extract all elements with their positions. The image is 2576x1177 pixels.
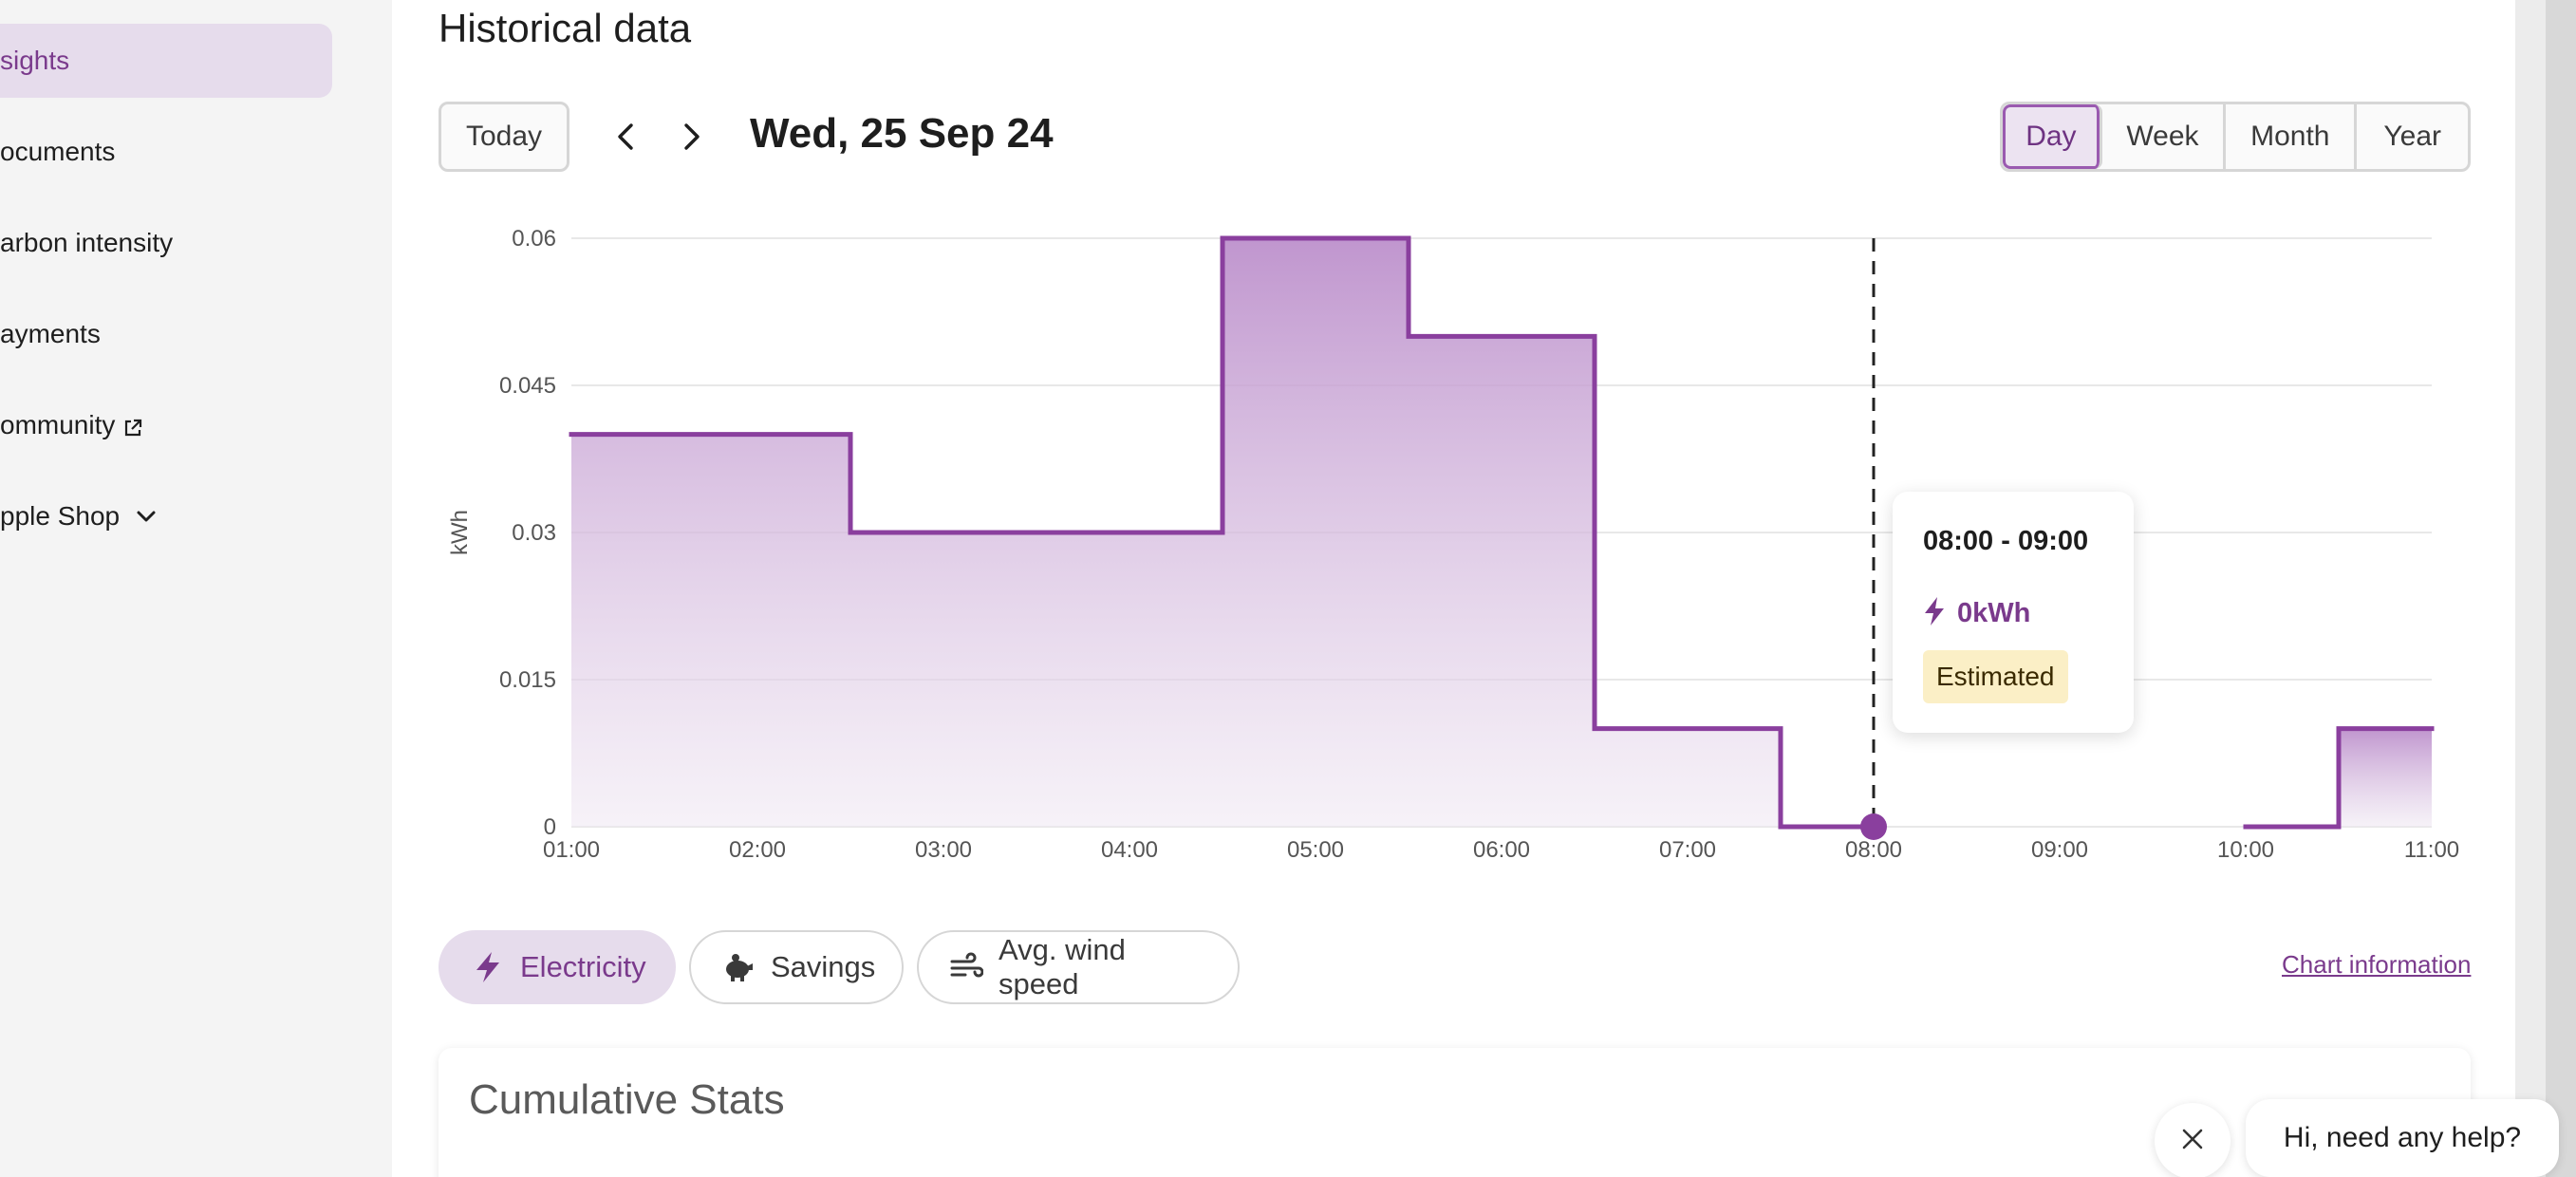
wind-icon: [949, 950, 984, 984]
chart-information-link[interactable]: Chart information: [2282, 950, 2472, 979]
section-title: Historical data: [439, 6, 692, 50]
sidebar-item-payments[interactable]: ayments: [0, 297, 332, 371]
lightning-icon: [1923, 596, 1946, 631]
sidebar-item-label: ocuments: [0, 137, 116, 166]
chart-tooltip: 08:00 - 09:00 0kWh Estimated: [1893, 492, 2134, 733]
x-tick-label: 01:00: [543, 837, 600, 863]
lightning-icon: [471, 950, 505, 984]
hover-point: [1860, 813, 1887, 840]
sidebar-item-label: sights: [0, 46, 70, 75]
savings-filter-button[interactable]: Savings: [689, 930, 904, 1004]
range-week-button[interactable]: Week: [2102, 104, 2227, 169]
external-link-icon: [122, 415, 143, 437]
tooltip-time-range: 08:00 - 09:00: [1923, 526, 2089, 556]
range-day-button[interactable]: Day: [2003, 104, 2102, 169]
x-tick-label: 03:00: [915, 837, 972, 863]
sidebar: sights ocuments arbon intensity ayments …: [0, 0, 392, 1177]
x-tick-label: 08:00: [1845, 837, 1902, 863]
today-button[interactable]: Today: [439, 102, 569, 172]
close-icon: [2179, 1126, 2206, 1157]
x-tick-label: 05:00: [1287, 837, 1344, 863]
estimated-badge: Estimated: [1923, 650, 2068, 703]
electricity-filter-label: Electricity: [520, 950, 646, 983]
x-tick-label: 11:00: [2404, 837, 2459, 863]
x-tick-label: 02:00: [729, 837, 786, 863]
sidebar-item-apple-shop[interactable]: pple Shop: [0, 479, 332, 553]
chevron-down-icon: [133, 503, 159, 530]
sidebar-item-insights[interactable]: sights: [0, 24, 332, 98]
y-tick-label: 0.045: [499, 373, 556, 399]
wind-speed-filter-label: Avg. wind speed: [999, 933, 1126, 1000]
sidebar-item-carbon-intensity[interactable]: arbon intensity: [0, 206, 332, 280]
y-tick-label: 0.015: [499, 667, 556, 693]
x-tick-label: 07:00: [1659, 837, 1716, 863]
sidebar-item-label: ayments: [0, 319, 101, 348]
electricity-filter-button[interactable]: Electricity: [439, 930, 676, 1004]
y-axis-label: kWh: [447, 510, 473, 555]
x-tick-label: 10:00: [2217, 837, 2274, 863]
y-tick-label: 0: [544, 814, 556, 840]
range-selector: Day Week Month Year: [2000, 102, 2471, 172]
chevron-right-icon[interactable]: [670, 110, 712, 163]
help-chat-bubble[interactable]: Hi, need any help?: [2246, 1099, 2559, 1177]
close-help-button[interactable]: [2155, 1103, 2231, 1177]
sidebar-item-label: arbon intensity: [0, 228, 174, 257]
range-month-button[interactable]: Month: [2226, 104, 2358, 169]
y-tick-label: 0.06: [512, 226, 556, 252]
cumulative-stats-title: Cumulative Stats: [469, 1076, 785, 1123]
wind-speed-filter-button[interactable]: Avg. wind speed: [917, 930, 1240, 1004]
tooltip-value: 0kWh: [1957, 598, 2031, 628]
x-tick-label: 06:00: [1473, 837, 1530, 863]
tooltip-value-row: 0kWh: [1923, 596, 2030, 631]
sidebar-item-label: pple Shop: [0, 501, 121, 531]
savings-filter-label: Savings: [771, 950, 876, 983]
date-label: Wed, 25 Sep 24: [750, 110, 1054, 157]
sidebar-item-documents[interactable]: ocuments: [0, 115, 332, 189]
x-tick-label: 04:00: [1101, 837, 1158, 863]
chevron-left-icon[interactable]: [606, 110, 647, 163]
range-year-button[interactable]: Year: [2383, 121, 2442, 152]
sidebar-item-label: ommunity: [0, 410, 116, 439]
y-tick-label: 0.03: [512, 520, 556, 546]
scrollbar-thumb[interactable]: [2546, 0, 2576, 1177]
x-tick-label: 09:00: [2031, 837, 2088, 863]
cumulative-stats-card: Cumulative Stats: [439, 1048, 2471, 1177]
sidebar-item-community[interactable]: ommunity: [0, 388, 332, 462]
energy-chart[interactable]: 0 0.015 0.03 0.045 0.06 01:00 02:00 03:00 04:00 0…: [439, 209, 2479, 873]
piggy-bank-icon: [721, 950, 756, 984]
